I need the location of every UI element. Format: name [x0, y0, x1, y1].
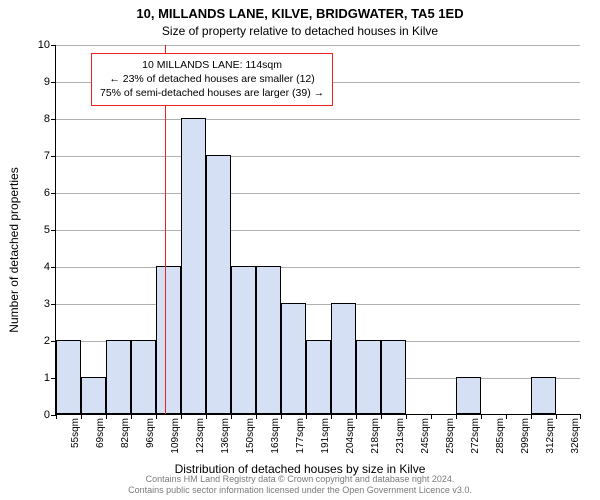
histogram-bar: [531, 377, 556, 414]
xtick-label: 245sqm: [420, 418, 431, 454]
histogram-chart: 10, MILLANDS LANE, KILVE, BRIDGWATER, TA…: [0, 0, 600, 500]
ytick-label: 0: [44, 409, 50, 421]
xtick-label: 82sqm: [120, 418, 131, 448]
xtick-mark: [406, 414, 407, 419]
annotation-line: ← 23% of detached houses are smaller (12…: [100, 72, 324, 86]
ytick-mark: [51, 304, 56, 305]
xtick-label: 191sqm: [320, 418, 331, 454]
xtick-mark: [580, 414, 581, 419]
xtick-mark: [531, 414, 532, 419]
xtick-mark: [181, 414, 182, 419]
xtick-label: 163sqm: [270, 418, 281, 454]
xtick-label: 231sqm: [395, 418, 406, 454]
histogram-bar: [231, 266, 256, 414]
xtick-label: 150sqm: [245, 418, 256, 454]
ytick-mark: [51, 156, 56, 157]
ytick-label: 5: [44, 224, 50, 236]
xtick-mark: [356, 414, 357, 419]
xtick-mark: [506, 414, 507, 419]
footnote-line1: Contains HM Land Registry data © Crown c…: [146, 474, 455, 484]
histogram-bar: [81, 377, 106, 414]
xtick-mark: [156, 414, 157, 419]
histogram-bar: [181, 118, 206, 414]
ytick-mark: [51, 230, 56, 231]
xtick-label: 272sqm: [470, 418, 481, 454]
xtick-label: 299sqm: [520, 418, 531, 454]
histogram-bar: [381, 340, 406, 414]
ytick-label: 3: [44, 298, 50, 310]
histogram-bar: [456, 377, 481, 414]
ytick-label: 2: [44, 335, 50, 347]
xtick-label: 258sqm: [445, 418, 456, 454]
gridline: [56, 156, 580, 157]
xtick-label: 218sqm: [370, 418, 381, 454]
histogram-bar: [256, 266, 281, 414]
ytick-mark: [51, 193, 56, 194]
xtick-label: 285sqm: [495, 418, 506, 454]
xtick-mark: [81, 414, 82, 419]
xtick-label: 177sqm: [295, 418, 306, 454]
plot-area: 01234567891055sqm69sqm82sqm96sqm109sqm12…: [55, 45, 580, 415]
histogram-bar: [356, 340, 381, 414]
xtick-mark: [256, 414, 257, 419]
annotation-line: 10 MILLANDS LANE: 114sqm: [100, 58, 324, 72]
ytick-mark: [51, 119, 56, 120]
y-axis-label: Number of detached properties: [7, 167, 21, 332]
ytick-mark: [51, 45, 56, 46]
xtick-label: 136sqm: [220, 418, 231, 454]
xtick-mark: [381, 414, 382, 419]
ytick-label: 1: [44, 372, 50, 384]
xtick-mark: [431, 414, 432, 419]
xtick-mark: [556, 414, 557, 419]
annotation-box: 10 MILLANDS LANE: 114sqm← 23% of detache…: [91, 53, 333, 106]
gridline: [56, 304, 580, 305]
gridline: [56, 119, 580, 120]
xtick-label: 312sqm: [545, 418, 556, 454]
ytick-label: 7: [44, 150, 50, 162]
xtick-mark: [281, 414, 282, 419]
xtick-mark: [206, 414, 207, 419]
xtick-mark: [131, 414, 132, 419]
xtick-mark: [231, 414, 232, 419]
ytick-mark: [51, 82, 56, 83]
xtick-label: 69sqm: [95, 418, 106, 448]
ytick-mark: [51, 267, 56, 268]
ytick-label: 6: [44, 187, 50, 199]
histogram-bar: [156, 266, 181, 414]
chart-title: 10, MILLANDS LANE, KILVE, BRIDGWATER, TA…: [0, 6, 600, 21]
gridline: [56, 267, 580, 268]
xtick-mark: [106, 414, 107, 419]
xtick-label: 96sqm: [145, 418, 156, 448]
xtick-label: 55sqm: [70, 418, 81, 448]
xtick-mark: [456, 414, 457, 419]
xtick-label: 326sqm: [570, 418, 581, 454]
ytick-label: 8: [44, 113, 50, 125]
gridline: [56, 230, 580, 231]
histogram-bar: [331, 303, 356, 414]
xtick-mark: [481, 414, 482, 419]
footnote-line2: Contains public sector information licen…: [128, 485, 472, 495]
xtick-label: 204sqm: [345, 418, 356, 454]
annotation-line: 75% of semi-detached houses are larger (…: [100, 86, 324, 100]
xtick-mark: [331, 414, 332, 419]
ytick-label: 10: [38, 39, 50, 51]
gridline: [56, 193, 580, 194]
xtick-mark: [56, 414, 57, 419]
histogram-bar: [56, 340, 81, 414]
footnote: Contains HM Land Registry data © Crown c…: [0, 474, 600, 497]
gridline: [56, 45, 580, 46]
histogram-bar: [131, 340, 156, 414]
ytick-label: 4: [44, 261, 50, 273]
histogram-bar: [281, 303, 306, 414]
ytick-label: 9: [44, 76, 50, 88]
histogram-bar: [306, 340, 331, 414]
chart-subtitle: Size of property relative to detached ho…: [0, 24, 600, 38]
xtick-label: 109sqm: [170, 418, 181, 454]
xtick-label: 123sqm: [195, 418, 206, 454]
xtick-mark: [306, 414, 307, 419]
histogram-bar: [106, 340, 131, 414]
histogram-bar: [206, 155, 231, 414]
